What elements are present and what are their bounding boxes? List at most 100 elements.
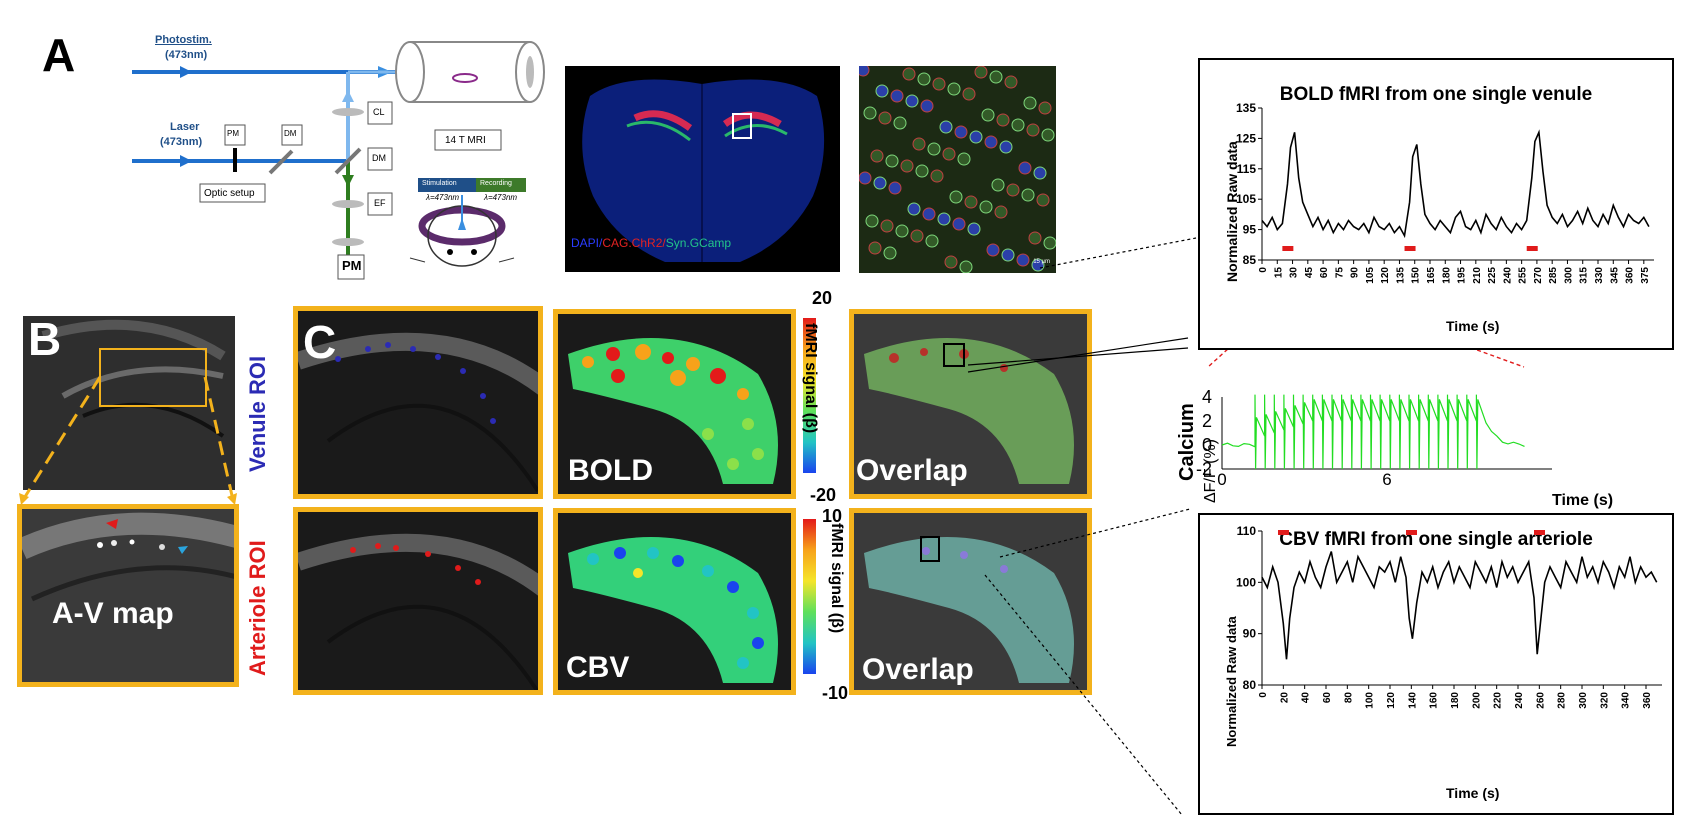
cbv-activation-spot: [647, 547, 659, 559]
confocal-cell: [949, 190, 963, 204]
bold-activation-spot: [635, 344, 651, 360]
calcium-x-tick-label: 0: [1217, 470, 1226, 489]
confocal-cell: [912, 137, 926, 151]
bold-chart-x-tick-label: 180: [1441, 267, 1452, 284]
stimulation-label: Stimulation: [422, 180, 457, 187]
calcium-xlabel: Time (s): [1552, 492, 1614, 509]
bold-chart-stim-bar: [1282, 246, 1294, 251]
confocal-cell: [925, 234, 939, 248]
mri-label: 14 T MRI: [445, 135, 486, 146]
calcium-y-tick-label: -2: [1196, 459, 1212, 479]
confocal-cell: [868, 241, 882, 255]
confocal-cell: [883, 246, 897, 260]
confocal-cell: [890, 89, 904, 103]
confocal-cell: [996, 113, 1010, 127]
confocal-cell: [984, 135, 998, 149]
confocal-cell: [981, 108, 995, 122]
bold-map-image: BOLD: [553, 309, 796, 499]
bold-chart-x-tick-label: 270: [1533, 267, 1544, 284]
confocal-cell: [952, 217, 966, 231]
confocal-cell: [1026, 123, 1040, 137]
bold-chart-x-tick-label: 240: [1502, 267, 1513, 284]
cbv-map: [568, 537, 778, 683]
cbv-chart-stim-bar: [1534, 530, 1545, 535]
bold-activation-spot: [582, 356, 594, 368]
recording-label: Recording: [480, 180, 512, 187]
cbv-activation-spot: [614, 547, 626, 559]
bold-chart-y-tick-label: 105: [1236, 192, 1256, 206]
brain-mri-slice: [23, 316, 235, 490]
cbv-chart-y-tick-label: 110: [1237, 524, 1257, 538]
calcium-plot-area: -2 0 2 4 0 6: [1196, 387, 1552, 489]
confocal-cell: [986, 243, 1000, 257]
confocal-cell: [1036, 193, 1050, 207]
recording-wavelength: λ=473nm: [484, 193, 518, 202]
bold-chart-x-tick-label: 255: [1518, 267, 1529, 284]
cbv-activation-spot: [752, 637, 764, 649]
confocal-cell: [942, 147, 956, 161]
bold-chart-x-tick-label: 120: [1380, 267, 1391, 284]
bold-activation-spot: [727, 458, 739, 470]
laser-label: Laser: [170, 121, 200, 133]
brain-section-image: DAPI/CAG.ChR2/Syn.GCamp: [565, 66, 840, 272]
cbv-activation-spot: [672, 555, 684, 567]
cbv-chart-x-tick-label: 360: [1642, 692, 1653, 709]
overlap-cbv-image: Overlap: [849, 508, 1092, 695]
confocal-cell: [893, 116, 907, 130]
cbv-chart-x-tick-label: 140: [1407, 692, 1418, 709]
cbv-activation-spot: [747, 607, 759, 619]
bold-chart-stim-bar: [1404, 246, 1416, 251]
confocal-cell: [1033, 166, 1047, 180]
cbv-chart-x-tick-label: 20: [1279, 692, 1290, 704]
bold-chart-x-tick-label: 90: [1350, 267, 1361, 279]
bold-chart-x-tick-label: 225: [1487, 267, 1498, 284]
cbv-chart-stim-bar: [1406, 530, 1417, 535]
confocal-cell: [1021, 188, 1035, 202]
bold-activation-spot: [686, 357, 700, 371]
bold-chart-x-tick-label: 345: [1609, 267, 1620, 284]
cbv-chart-x-tick-label: 280: [1557, 692, 1568, 709]
ef-label: EF: [374, 198, 386, 208]
confocal-cell: [959, 260, 973, 273]
bold-activation-spot: [710, 368, 726, 384]
confocal-cell: [957, 152, 971, 166]
confocal-cell: [944, 255, 958, 269]
cbv-chart-x-tick-label: 260: [1535, 692, 1546, 709]
bold-chart-x-tick-label: 165: [1426, 267, 1437, 284]
confocal-cell: [863, 106, 877, 120]
confocal-cell: [922, 207, 936, 221]
cbv-chart-x-tick-label: 220: [1493, 692, 1504, 709]
confocal-cell: [895, 224, 909, 238]
panel-a-letter: A: [42, 29, 76, 81]
chr2-label: CAG.ChR2/: [602, 236, 666, 250]
confocal-cell: [1011, 118, 1025, 132]
cbv-chart-y-tick-label: 90: [1243, 627, 1257, 641]
confocal-cell: [1043, 236, 1056, 250]
colorbar-bold-min: -20: [810, 485, 837, 505]
av-map-label: A-V map: [52, 597, 174, 630]
bold-chart-x-tick-label: 0: [1258, 267, 1269, 273]
calcium-trace: [1221, 394, 1525, 470]
cbv-chart-x-tick-label: 100: [1365, 692, 1376, 709]
confocal-cell: [1018, 161, 1032, 175]
confocal-cell: [979, 200, 993, 214]
panel-c-letter: C: [303, 316, 337, 368]
dapi-label: DAPI/: [571, 236, 603, 250]
cbv-map-image: CBV: [553, 508, 796, 695]
confocal-image: 15 µm: [859, 66, 1056, 273]
cbv-chart-series-line: [1261, 551, 1658, 660]
confocal-cell: [859, 66, 870, 77]
bold-chart-x-tick-label: 75: [1334, 267, 1345, 279]
confocal-cell: [991, 178, 1005, 192]
venule-roi-image: [293, 306, 543, 499]
bold-activation-spot: [702, 428, 714, 440]
confocal-cell: [865, 214, 879, 228]
cbv-chart-stim-bar: [1278, 530, 1289, 535]
confocal-cell: [994, 205, 1008, 219]
cbv-chart-plot: 80 90 100 110 0 20 40 60 80 100 120 140 160 180 200 220…: [1236, 524, 1662, 709]
confocal-cell: [915, 164, 929, 178]
confocal-cell: [1001, 248, 1015, 262]
cbv-activation-spot: [737, 657, 749, 669]
bold-chart-x-tick-label: 210: [1472, 267, 1483, 284]
calcium-label: Calcium: [1176, 403, 1198, 481]
